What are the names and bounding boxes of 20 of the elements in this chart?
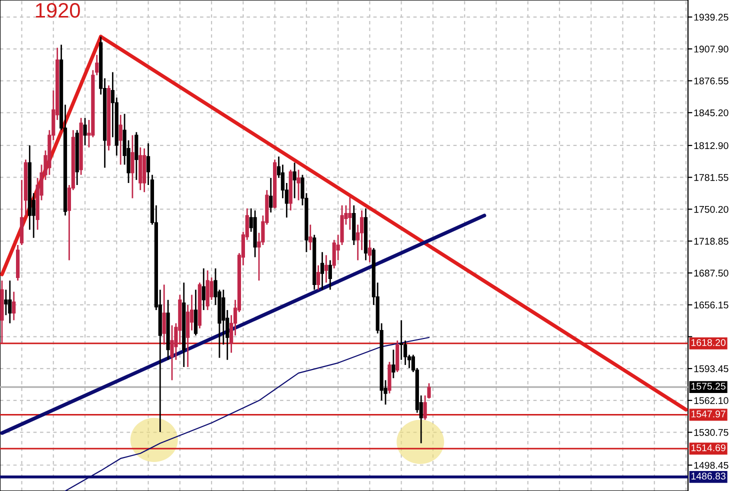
y-tick-label: 1939.25 (694, 14, 728, 21)
y-tick-label: 1718.85 (694, 238, 728, 245)
y-tick-label: 1845.20 (694, 109, 728, 116)
y-tick-label: 1781.55 (694, 174, 728, 181)
y-tick-label: 1593.45 (694, 365, 728, 372)
ref-line-label: 1514.69 (691, 444, 726, 452)
y-tick-label: 1530.75 (694, 429, 728, 436)
y-tick-label: 1656.15 (694, 302, 728, 308)
ref-line-label: 1618.20 (691, 339, 726, 346)
y-tick-label: 1562.10 (694, 397, 728, 404)
y-tick-label: 1687.50 (694, 270, 728, 277)
y-tick-label: 1907.90 (694, 46, 728, 53)
ref-line-label: 1547.97 (691, 410, 726, 418)
y-tick-label: 1750.20 (694, 206, 728, 213)
y-tick-label: 1812.90 (694, 142, 728, 150)
ref-line-label: 1486.83 (691, 472, 726, 480)
y-tick-label: 1876.55 (694, 78, 728, 84)
y-tick-label: 1498.45 (694, 462, 728, 469)
annotation: 1920 (36, 3, 80, 18)
ref-line-label: 1575.25 (691, 382, 726, 390)
